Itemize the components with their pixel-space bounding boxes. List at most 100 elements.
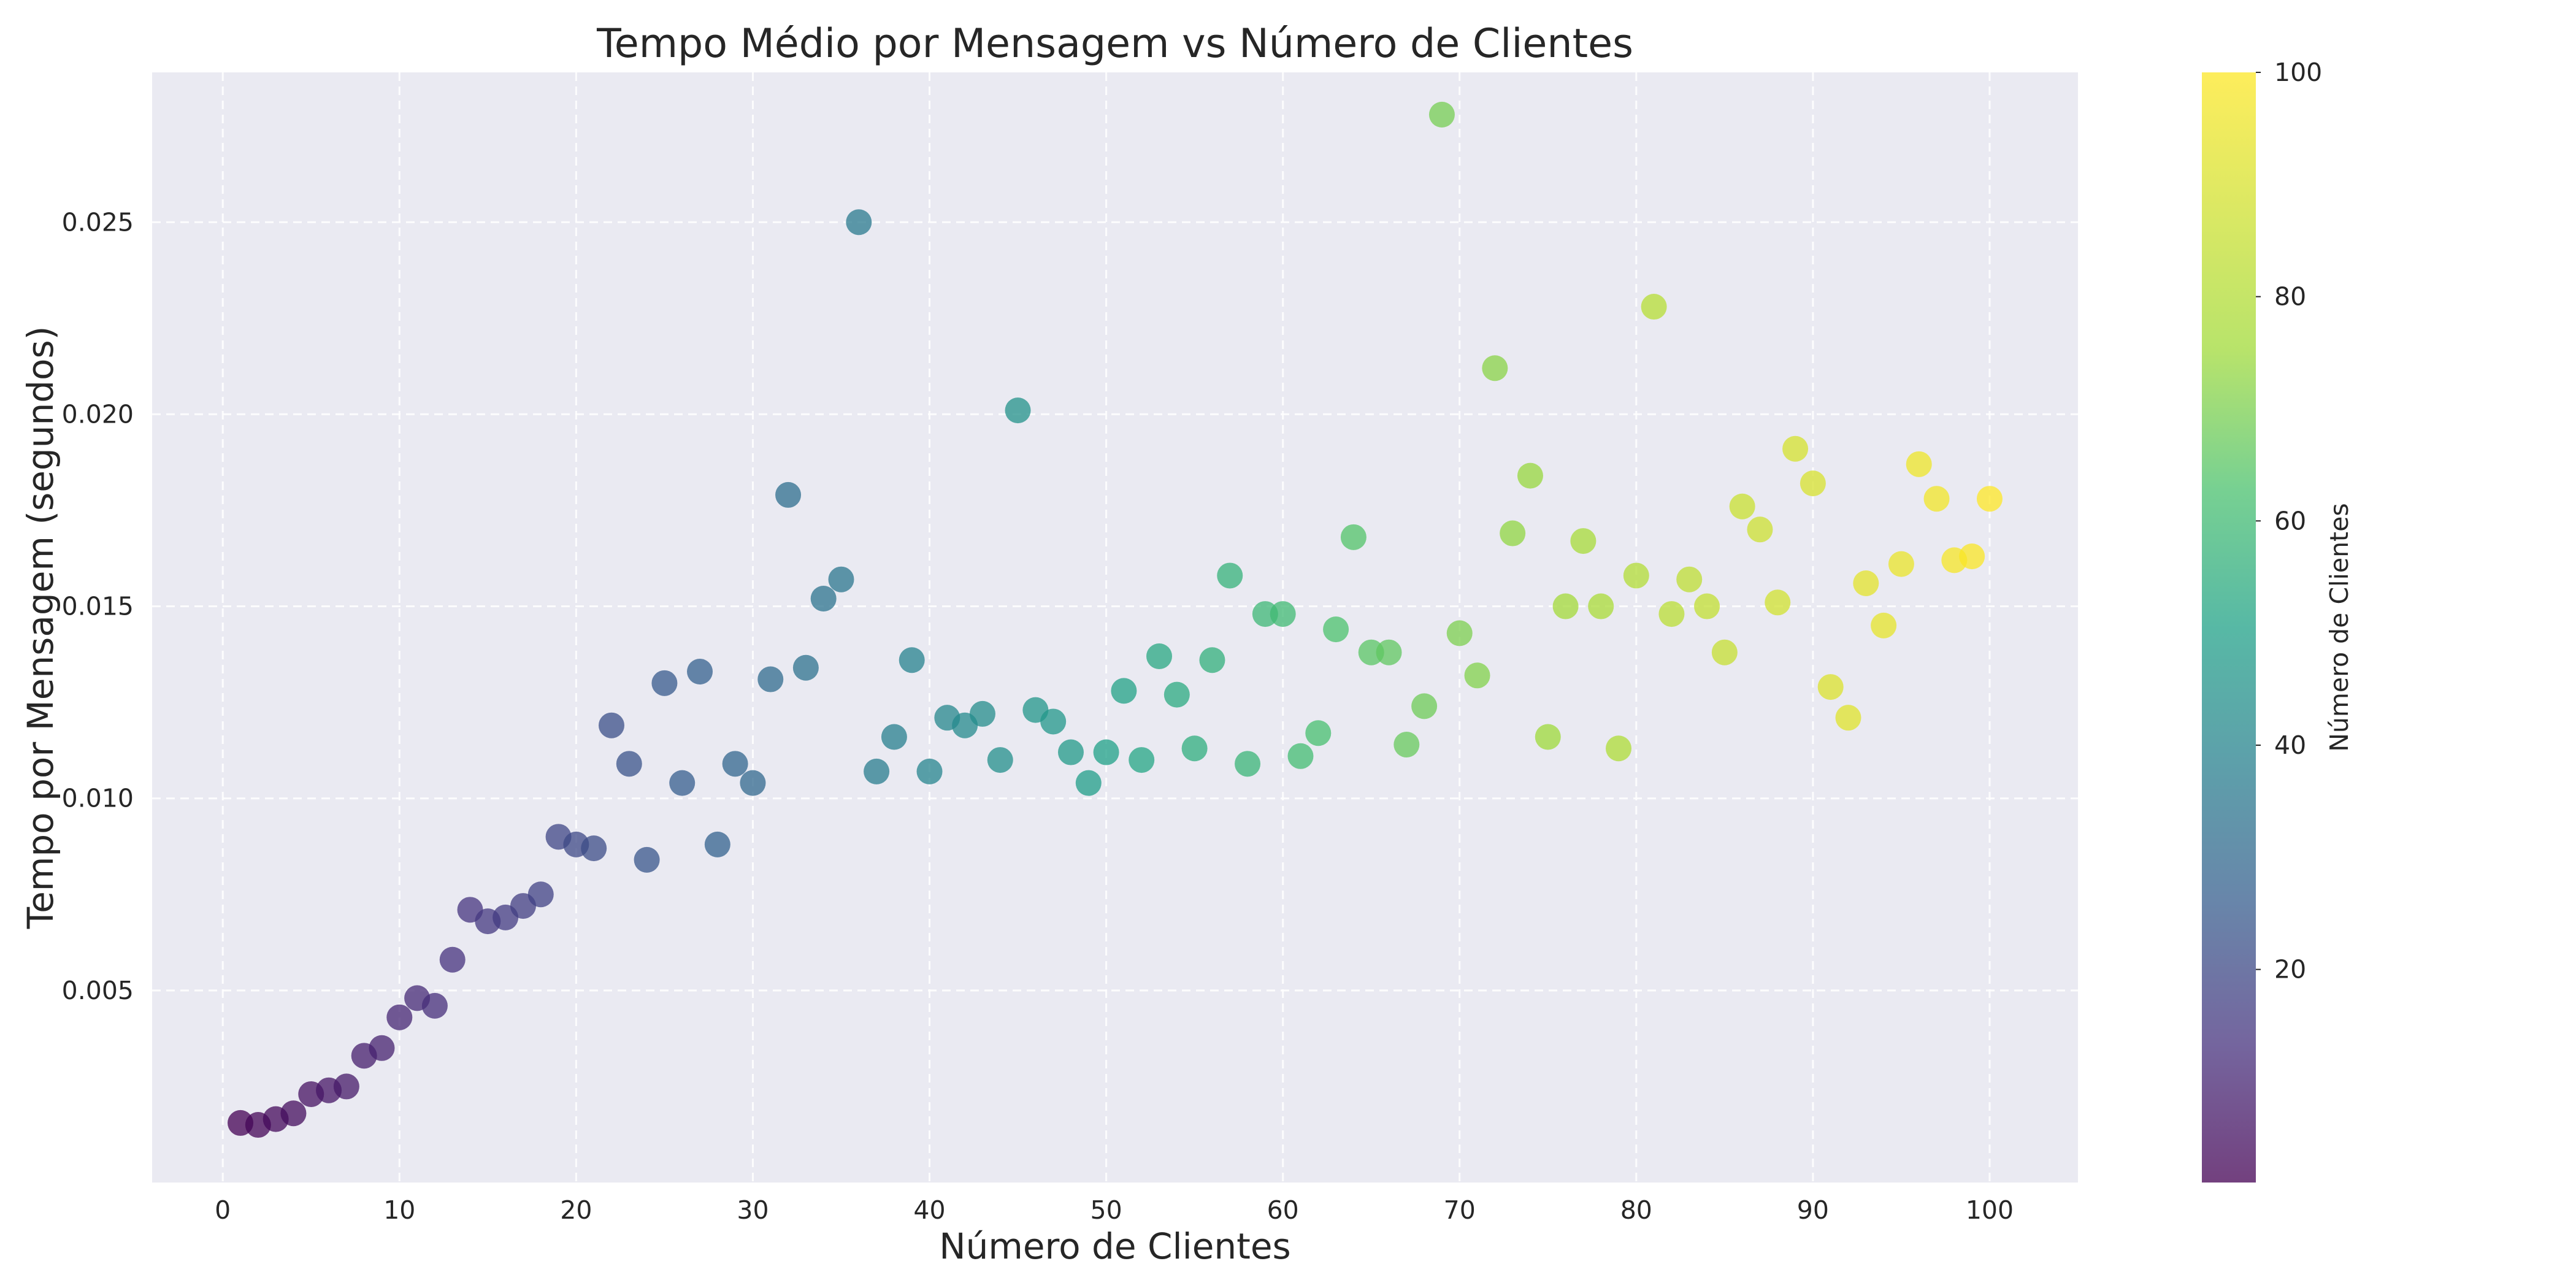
data-point [1270, 601, 1296, 627]
data-point [704, 831, 730, 857]
data-point [916, 758, 943, 784]
x-tick-label: 70 [1444, 1195, 1476, 1225]
data-point [1658, 601, 1685, 627]
data-point [386, 1004, 413, 1030]
chart-title: Tempo Médio por Mensagem vs Número de Cl… [596, 21, 1633, 67]
data-point [1641, 294, 1667, 320]
data-point [1005, 397, 1031, 424]
data-point [369, 1035, 395, 1061]
data-point [1976, 486, 2003, 512]
data-point [792, 654, 819, 681]
data-point [669, 770, 696, 796]
data-point [280, 1100, 307, 1127]
colorbar-ticks: 20 40 60 80 100 [2256, 58, 2322, 984]
data-point [1358, 639, 1384, 665]
data-point [1057, 739, 1084, 765]
data-point [1163, 681, 1190, 708]
x-tick-label: 80 [1620, 1195, 1652, 1225]
data-point [1376, 639, 1402, 665]
data-point [598, 712, 624, 738]
data-points [228, 101, 2003, 1138]
x-axis-label: Número de Clientes [939, 1225, 1291, 1267]
data-point [1482, 355, 1508, 381]
y-tick-label: 0.025 [62, 207, 134, 237]
colorbar-tick-label: 20 [2274, 955, 2306, 984]
x-tick-label: 0 [215, 1195, 231, 1225]
data-point [846, 209, 872, 236]
data-point [1588, 593, 1614, 619]
data-point [527, 881, 554, 908]
data-point [1428, 101, 1455, 128]
data-point [1835, 705, 1861, 731]
data-point [1075, 770, 1102, 796]
x-tick-label: 20 [560, 1195, 592, 1225]
data-point [1411, 693, 1438, 719]
grid-lines [152, 72, 2078, 1183]
data-point [1500, 520, 1526, 546]
data-point [616, 751, 642, 777]
data-point [1129, 747, 1155, 773]
data-point [828, 566, 854, 592]
data-point [1959, 543, 1985, 570]
data-point [1694, 593, 1720, 619]
data-point [757, 666, 784, 692]
data-point [1040, 708, 1067, 735]
x-tick-label: 40 [913, 1195, 945, 1225]
data-point [969, 700, 995, 727]
data-point [740, 770, 766, 796]
data-point [1146, 643, 1173, 669]
data-point [1853, 570, 1879, 596]
plot-area [152, 72, 2078, 1183]
y-tick-label: 0.020 [62, 399, 134, 429]
data-point [881, 724, 907, 750]
data-point [333, 1073, 359, 1100]
y-tick-label: 0.005 [62, 976, 134, 1005]
colorbar-gradient [2202, 72, 2256, 1183]
data-point [1729, 493, 1755, 519]
data-point [810, 586, 837, 612]
data-point [1676, 566, 1703, 592]
data-point [581, 835, 607, 862]
x-tick-label: 60 [1267, 1195, 1299, 1225]
x-axis-ticks: 0 10 20 30 40 50 60 70 80 90 100 [215, 1195, 2014, 1225]
data-point [1817, 674, 1844, 700]
data-point [1517, 462, 1543, 489]
y-tick-label: 0.015 [62, 592, 134, 621]
data-point [1393, 732, 1420, 758]
x-tick-label: 30 [737, 1195, 769, 1225]
data-point [1235, 751, 1261, 777]
data-point [1552, 593, 1579, 619]
data-point [439, 946, 466, 973]
data-point [687, 659, 713, 685]
x-tick-label: 90 [1797, 1195, 1829, 1225]
data-point [1535, 724, 1561, 750]
data-point [1906, 451, 1932, 477]
x-tick-label: 100 [1966, 1195, 2014, 1225]
data-point [1923, 486, 1950, 512]
data-point [1782, 435, 1809, 462]
data-point [1181, 735, 1208, 762]
data-point [1252, 601, 1278, 627]
colorbar-tick-label: 60 [2274, 506, 2306, 535]
data-point [1093, 739, 1119, 765]
colorbar-tick-label: 80 [2274, 282, 2306, 312]
colorbar-label: Número de Clientes [2325, 503, 2354, 751]
data-point [1606, 735, 1632, 762]
data-point [1800, 470, 1826, 497]
data-point [1446, 620, 1473, 646]
data-point [775, 481, 802, 508]
data-point [1111, 678, 1137, 704]
data-point [1340, 524, 1367, 550]
data-point [1323, 616, 1349, 643]
data-point [899, 647, 925, 673]
data-point [864, 758, 890, 784]
data-point [1871, 612, 1897, 638]
x-tick-label: 50 [1091, 1195, 1122, 1225]
data-point [421, 992, 448, 1019]
data-point [1888, 551, 1914, 577]
data-point [1747, 516, 1773, 543]
data-point [1464, 662, 1490, 689]
data-point [1570, 528, 1597, 554]
data-point [1711, 639, 1738, 665]
